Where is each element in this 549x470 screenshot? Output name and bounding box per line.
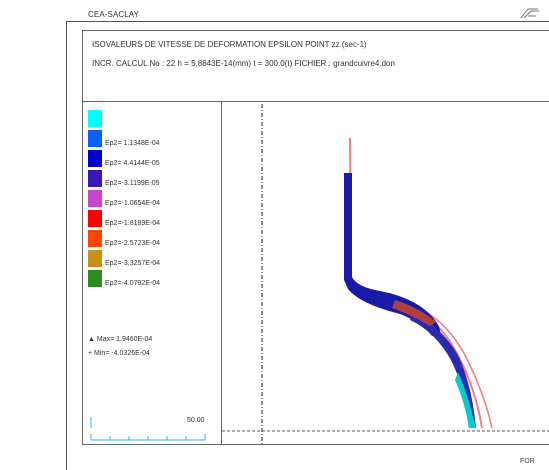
org-label: CEA-SACLAY xyxy=(88,10,140,19)
max-marker: ▲ xyxy=(88,336,97,343)
legend-swatch xyxy=(88,230,102,247)
legend-swatch xyxy=(88,170,102,187)
profile-transition-band xyxy=(392,300,436,326)
plot-frame xyxy=(82,102,549,445)
top-rule xyxy=(66,21,549,22)
left-frame-rule xyxy=(66,21,67,470)
scale-bar xyxy=(90,417,206,441)
max-value: ▲ Max= 1.9460E-04 xyxy=(88,336,152,343)
legend-label: Ep2=-1.8189E-04 xyxy=(105,220,161,227)
legend-swatch xyxy=(88,190,102,207)
plot-subtitle: INCR. CALCUL No : 22 h = 5.8843E-14(mm) … xyxy=(92,59,395,68)
legend-label: Ep2=-4.0792E-04 xyxy=(105,280,161,287)
legend-label: Ep2= 4.4144E-05 xyxy=(105,160,160,167)
legend-swatch xyxy=(88,270,102,287)
scale-label: 50.00 xyxy=(187,417,205,424)
plot-title: ISOVALEURS DE VITESSE DE DEFORMATION EPS… xyxy=(92,40,367,49)
footer-label: FOR xyxy=(520,458,535,465)
profile-tip xyxy=(455,372,476,428)
legend-label: Ep2=-1.0654E-04 xyxy=(105,200,161,207)
legend-swatch xyxy=(88,110,102,127)
legend-label: Ep2= 1.1348E-04 xyxy=(105,140,160,147)
legend-label: Ep2=-3.3257E-04 xyxy=(105,260,161,267)
profile-body xyxy=(344,173,441,336)
legend-swatch xyxy=(88,150,102,167)
legend-label: Ep2=-3.1199E-05 xyxy=(105,180,160,187)
min-value: + Min= -4.0326E-04 xyxy=(88,350,150,357)
legend-label: Ep2=-2.5723E-04 xyxy=(105,240,161,247)
max-label: Max= 1.9460E-04 xyxy=(96,336,153,343)
legend-swatch xyxy=(88,210,102,227)
min-label: Min= -4.0326E-04 xyxy=(94,350,150,357)
legend-swatch xyxy=(88,130,102,147)
legend-swatch xyxy=(88,250,102,267)
legend-divider xyxy=(221,102,222,445)
min-marker: + xyxy=(88,350,95,357)
plot-header-box xyxy=(82,30,549,102)
expand-icon[interactable] xyxy=(518,6,542,20)
